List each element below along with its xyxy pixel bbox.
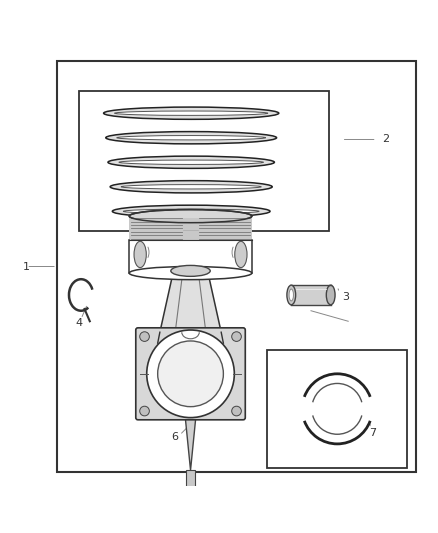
Bar xyxy=(267,350,407,468)
Ellipse shape xyxy=(289,289,293,301)
Ellipse shape xyxy=(103,107,279,119)
Ellipse shape xyxy=(121,184,261,189)
Polygon shape xyxy=(160,273,221,332)
Ellipse shape xyxy=(129,266,252,280)
Bar xyxy=(291,285,331,305)
FancyBboxPatch shape xyxy=(136,328,245,420)
Ellipse shape xyxy=(106,132,277,144)
Ellipse shape xyxy=(171,265,210,276)
Ellipse shape xyxy=(129,209,252,223)
Text: 2: 2 xyxy=(382,134,389,144)
Ellipse shape xyxy=(108,156,274,168)
Text: 5: 5 xyxy=(150,327,157,337)
Ellipse shape xyxy=(186,488,195,495)
Text: 6: 6 xyxy=(172,432,179,442)
Ellipse shape xyxy=(232,332,241,342)
Bar xyxy=(129,219,252,240)
Ellipse shape xyxy=(235,241,247,268)
Bar xyxy=(186,470,195,488)
Bar xyxy=(79,91,328,231)
Ellipse shape xyxy=(115,111,268,115)
Ellipse shape xyxy=(140,332,149,342)
Ellipse shape xyxy=(232,406,241,416)
Bar xyxy=(57,61,416,472)
Polygon shape xyxy=(185,418,196,470)
Ellipse shape xyxy=(326,285,335,305)
Ellipse shape xyxy=(287,285,296,305)
Ellipse shape xyxy=(134,241,146,268)
Ellipse shape xyxy=(147,330,234,418)
Ellipse shape xyxy=(117,135,265,140)
Text: 1: 1 xyxy=(23,262,30,271)
Text: 3: 3 xyxy=(343,292,350,302)
Ellipse shape xyxy=(158,341,223,407)
Text: 7: 7 xyxy=(369,428,376,438)
Ellipse shape xyxy=(110,181,272,193)
Text: 4: 4 xyxy=(75,318,82,328)
Ellipse shape xyxy=(119,160,263,165)
Ellipse shape xyxy=(140,406,149,416)
Ellipse shape xyxy=(112,205,270,217)
Ellipse shape xyxy=(124,209,259,214)
